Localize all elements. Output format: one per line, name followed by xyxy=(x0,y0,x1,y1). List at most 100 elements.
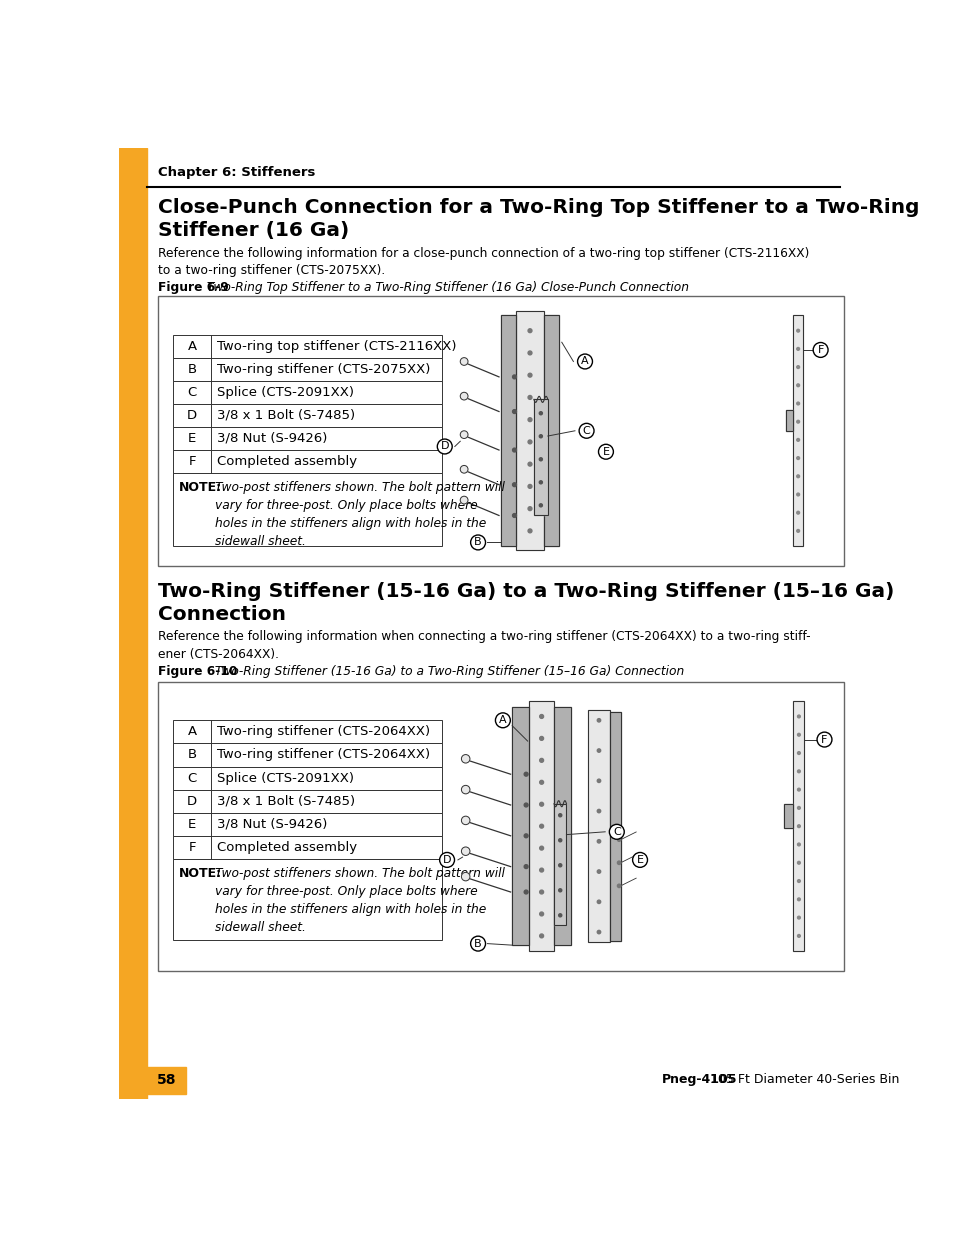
Text: Two-ring stiffener (CTS-2075XX): Two-ring stiffener (CTS-2075XX) xyxy=(216,363,430,375)
Text: Two-ring top stiffener (CTS-2116XX): Two-ring top stiffener (CTS-2116XX) xyxy=(216,340,456,352)
Circle shape xyxy=(459,466,468,473)
Text: A: A xyxy=(498,715,506,725)
Circle shape xyxy=(539,846,543,850)
Bar xyxy=(587,710,609,942)
Bar xyxy=(543,315,558,546)
Bar xyxy=(173,358,441,380)
Circle shape xyxy=(558,839,561,842)
Circle shape xyxy=(538,411,542,415)
Text: Pneg-4105: Pneg-4105 xyxy=(661,1073,737,1087)
Text: 3/8 Nut (S-9426): 3/8 Nut (S-9426) xyxy=(216,432,327,445)
Text: A: A xyxy=(188,725,196,739)
Circle shape xyxy=(558,914,561,916)
Bar xyxy=(534,399,547,515)
Circle shape xyxy=(459,431,468,438)
Circle shape xyxy=(796,330,799,332)
Circle shape xyxy=(796,457,799,459)
Text: D: D xyxy=(440,441,449,452)
Text: B: B xyxy=(188,748,196,762)
Circle shape xyxy=(796,347,799,351)
Circle shape xyxy=(597,840,600,844)
Text: C: C xyxy=(582,426,590,436)
Bar xyxy=(554,804,566,925)
Circle shape xyxy=(538,458,542,461)
Bar xyxy=(543,315,558,546)
Circle shape xyxy=(796,384,799,387)
Bar xyxy=(554,804,566,925)
Text: Two-Ring Stiffener (15-16 Ga) to a Two-Ring Stiffener (15–16 Ga)
Connection: Two-Ring Stiffener (15-16 Ga) to a Two-R… xyxy=(158,583,894,624)
Circle shape xyxy=(796,420,799,424)
Bar xyxy=(609,711,620,941)
Text: Figure 6-10: Figure 6-10 xyxy=(158,664,237,678)
Circle shape xyxy=(597,900,600,904)
Circle shape xyxy=(512,375,516,379)
Circle shape xyxy=(539,890,543,894)
Bar xyxy=(516,311,543,550)
Text: B: B xyxy=(474,537,481,547)
Circle shape xyxy=(796,475,799,478)
Circle shape xyxy=(617,861,620,864)
Bar xyxy=(512,708,529,945)
Text: 3/8 x 1 Bolt (S-7485): 3/8 x 1 Bolt (S-7485) xyxy=(216,409,355,422)
Bar xyxy=(147,1067,186,1094)
Text: D: D xyxy=(187,794,197,808)
Circle shape xyxy=(461,755,470,763)
Circle shape xyxy=(539,868,543,872)
Circle shape xyxy=(523,834,528,837)
Text: Two-post stiffeners shown. The bolt pattern will
vary for three-post. Only place: Two-post stiffeners shown. The bolt patt… xyxy=(215,480,505,548)
Text: E: E xyxy=(188,818,196,831)
Circle shape xyxy=(558,814,561,816)
Bar xyxy=(534,399,547,515)
Circle shape xyxy=(558,863,561,867)
Text: E: E xyxy=(636,855,643,864)
Circle shape xyxy=(597,748,600,752)
Text: F: F xyxy=(188,841,195,853)
Text: B: B xyxy=(474,939,481,948)
Circle shape xyxy=(539,715,543,719)
Bar xyxy=(173,427,441,450)
Bar xyxy=(783,804,793,829)
Bar xyxy=(609,711,620,941)
Circle shape xyxy=(512,410,516,414)
Bar xyxy=(173,720,441,743)
Circle shape xyxy=(797,935,800,937)
Bar xyxy=(173,767,441,789)
Circle shape xyxy=(796,530,799,532)
Circle shape xyxy=(512,514,516,517)
Circle shape xyxy=(459,358,468,366)
Text: D: D xyxy=(187,409,197,422)
Bar xyxy=(512,708,529,945)
Bar xyxy=(783,804,793,829)
Text: 105 Ft Diameter 40-Series Bin: 105 Ft Diameter 40-Series Bin xyxy=(705,1073,899,1087)
Circle shape xyxy=(523,864,528,868)
Bar xyxy=(500,315,516,546)
Bar xyxy=(516,311,543,550)
Bar xyxy=(173,813,441,836)
Circle shape xyxy=(797,898,800,900)
Circle shape xyxy=(797,825,800,827)
Bar xyxy=(173,789,441,813)
Circle shape xyxy=(539,758,543,762)
Circle shape xyxy=(797,769,800,773)
Circle shape xyxy=(617,839,620,841)
Circle shape xyxy=(597,779,600,783)
Bar xyxy=(529,701,554,951)
Circle shape xyxy=(539,803,543,806)
Circle shape xyxy=(538,480,542,484)
Circle shape xyxy=(597,869,600,873)
Circle shape xyxy=(797,844,800,846)
Bar xyxy=(793,701,803,951)
Bar xyxy=(173,473,441,546)
Circle shape xyxy=(797,861,800,864)
Circle shape xyxy=(523,803,528,806)
Text: F: F xyxy=(188,454,195,468)
Circle shape xyxy=(461,785,470,794)
Circle shape xyxy=(796,403,799,405)
Text: Chapter 6: Stiffeners: Chapter 6: Stiffeners xyxy=(158,167,315,179)
Circle shape xyxy=(528,462,532,466)
Text: Splice (CTS-2091XX): Splice (CTS-2091XX) xyxy=(216,772,354,784)
Text: 58: 58 xyxy=(156,1073,176,1087)
Circle shape xyxy=(797,715,800,718)
Circle shape xyxy=(528,440,532,443)
Circle shape xyxy=(528,351,532,354)
